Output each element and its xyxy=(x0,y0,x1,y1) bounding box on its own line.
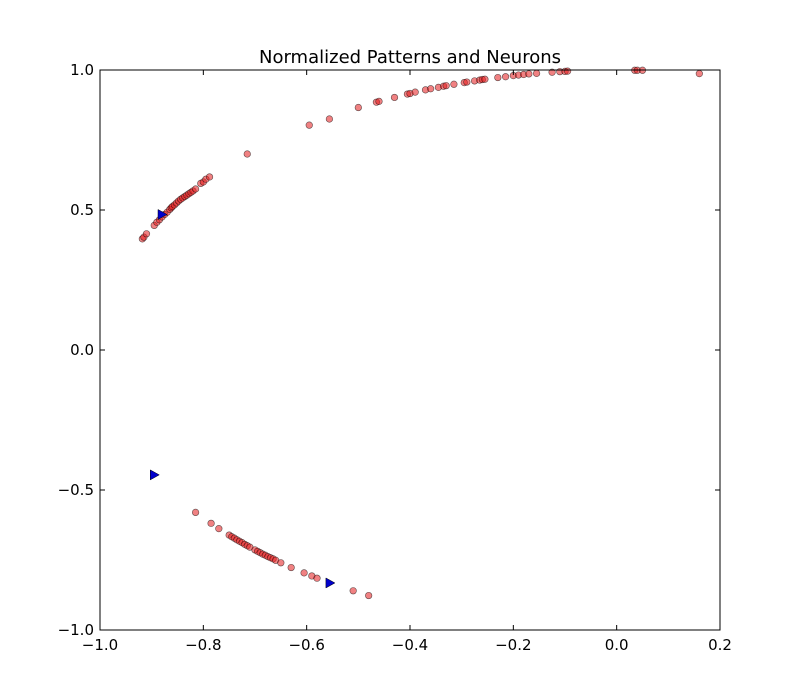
pattern-point xyxy=(313,574,321,582)
y-tick-label: −1.0 xyxy=(58,621,94,639)
pattern-point xyxy=(481,75,489,83)
neuron-marker xyxy=(157,209,168,220)
pattern-point xyxy=(463,78,471,86)
pattern-point xyxy=(450,80,458,88)
pattern-point xyxy=(501,73,510,81)
chart-title: Normalized Patterns and Neurons xyxy=(259,47,561,68)
pattern-point xyxy=(365,591,373,600)
pattern-point xyxy=(494,73,502,82)
x-tick-label: −0.6 xyxy=(288,636,324,654)
pattern-point xyxy=(207,519,215,527)
pattern-point xyxy=(442,82,450,90)
neuron-marker xyxy=(325,577,336,589)
ticks-layer: −1.0 −0.8 −0.6 −0.4 −0.2 0.0 0.2 −1.0 −0.5 0.0 0.5… xyxy=(58,61,732,654)
x-tick-label: −0.4 xyxy=(392,636,428,654)
pattern-point xyxy=(349,587,357,595)
pattern-point xyxy=(390,93,399,102)
x-tick-label: 0.0 xyxy=(605,636,629,654)
pattern-point xyxy=(243,150,251,158)
pattern-point xyxy=(563,67,572,75)
x-tick-label: −1.0 xyxy=(82,636,118,654)
pattern-point xyxy=(305,121,313,129)
pattern-point xyxy=(532,69,541,77)
pattern-point xyxy=(325,115,334,123)
pattern-point xyxy=(205,173,214,181)
pattern-point xyxy=(277,559,285,567)
pattern-point xyxy=(695,70,703,78)
pattern-point xyxy=(287,563,295,572)
pattern-point xyxy=(142,230,151,238)
pattern-point xyxy=(548,68,556,76)
y-tick-label: 0.5 xyxy=(70,201,94,219)
neuron-marker xyxy=(150,469,160,481)
y-tick-label: 1.0 xyxy=(70,61,94,79)
pattern-point xyxy=(411,88,419,96)
pattern-point xyxy=(375,97,383,105)
y-tick-label: −0.5 xyxy=(58,481,94,499)
pattern-point xyxy=(300,569,308,577)
y-tick-label: 0.0 xyxy=(70,341,94,359)
x-tick-label: −0.8 xyxy=(185,636,221,654)
pattern-point xyxy=(191,508,200,517)
x-tick-label: 0.2 xyxy=(708,636,732,654)
pattern-point xyxy=(427,85,435,93)
plot-frame xyxy=(99,69,721,631)
pattern-point xyxy=(215,525,223,533)
pattern-point xyxy=(525,70,533,78)
pattern-point xyxy=(354,103,362,112)
points-layer xyxy=(138,66,703,600)
pattern-point xyxy=(191,185,200,193)
x-tick-label: −0.2 xyxy=(495,636,531,654)
